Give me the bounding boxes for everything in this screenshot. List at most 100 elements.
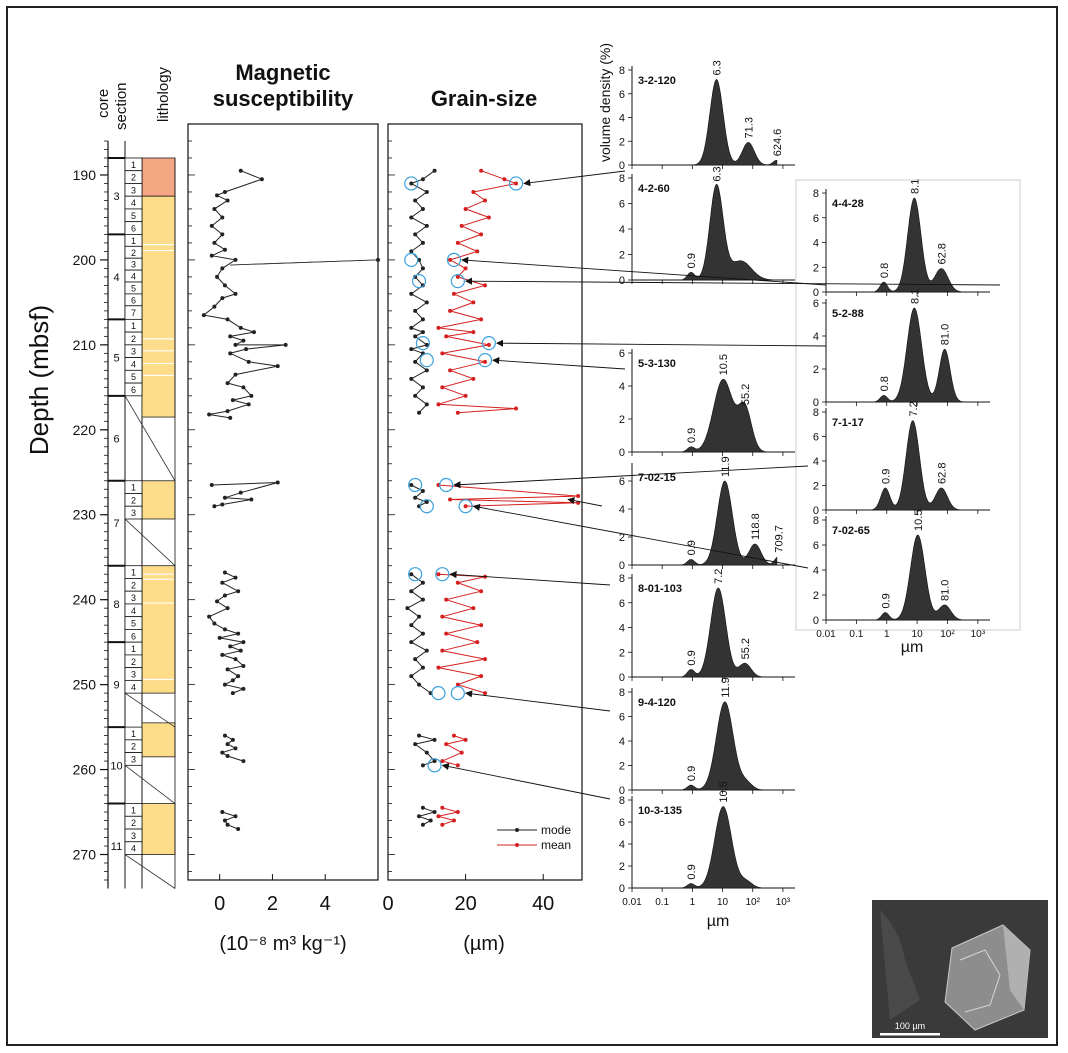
- dist-left-0-peak-label: 6.3: [711, 60, 723, 75]
- depth-tick-label: 190: [73, 167, 97, 183]
- dist-left-5-y-tick-label: 6: [619, 712, 625, 724]
- core-label: 3: [113, 191, 119, 203]
- gs-mean-point: [448, 497, 452, 501]
- dist-left-3-y-tick-label: 0: [619, 560, 625, 572]
- dist-right-1-panel: 02460.88.181.05-2-88: [813, 289, 990, 409]
- dist-right-2-distribution-area: [866, 421, 972, 510]
- gs-mean-point: [456, 411, 460, 415]
- gs-mode-point: [413, 232, 417, 236]
- dist-left-6-x-tick-label: 0.01: [622, 897, 642, 908]
- dist-left-6-sample-label: 10-3-135: [638, 805, 682, 817]
- section-label: 4: [131, 359, 136, 369]
- dist-left-0-y-tick-label: 8: [619, 65, 625, 77]
- gs-mode-point: [417, 734, 421, 738]
- gs-mode-point: [425, 368, 429, 372]
- ms-points-point: [244, 347, 248, 351]
- ms-points-point: [247, 360, 251, 364]
- dist-right-1-peak-label: 0.8: [879, 376, 891, 391]
- dist-right-2-y-tick-label: 8: [813, 407, 819, 419]
- dist-left-0-peak-label: 71.3: [743, 117, 755, 138]
- no-recovery-line: [125, 765, 175, 803]
- dist-left-0-peak-label: 624.6: [772, 129, 784, 157]
- gs-mean-point: [479, 169, 483, 173]
- gs-mean-point: [452, 292, 456, 296]
- gs-mode-point: [421, 266, 425, 270]
- depth-axis-label: Depth (mbsf): [24, 305, 54, 455]
- ms-points-point: [239, 326, 243, 330]
- gs-mode-point: [425, 402, 429, 406]
- dist-right-0-panel: 024680.88.162.84-4-28: [813, 179, 990, 299]
- dist-right-3-x-tick-label: 0.1: [849, 629, 863, 640]
- ms-unit-label: (10⁻⁸ m³ kg⁻¹): [219, 933, 346, 955]
- dist-right-3-y-tick-label: 4: [813, 565, 819, 577]
- gs-mean-point: [487, 215, 491, 219]
- ms-points-point: [220, 232, 224, 236]
- gs-mode-point: [433, 169, 437, 173]
- ms-points-point: [234, 292, 238, 296]
- connector-arrow: [443, 765, 610, 799]
- ms-points-point: [228, 334, 232, 338]
- dist-left-2-peak-label: 0.9: [686, 428, 698, 443]
- ms-points2-point: [210, 483, 214, 487]
- core-label: 5: [113, 353, 119, 365]
- dist-right-2-peak-label: 62.8: [936, 463, 948, 484]
- connector-arrow: [454, 466, 808, 485]
- gs-mode-point: [409, 215, 413, 219]
- ms-points-point: [210, 254, 214, 258]
- gs-mean-point: [440, 649, 444, 653]
- ms-points-point: [239, 169, 243, 173]
- gs-mean-point: [448, 368, 452, 372]
- ms-points4-point: [226, 742, 230, 746]
- ms-points3-point: [212, 621, 216, 625]
- dist-left-0-y-tick-label: 4: [619, 113, 625, 125]
- gs-mean-point: [436, 814, 440, 818]
- ms-x-tick-label: 4: [320, 893, 331, 915]
- ms-points-point: [228, 351, 232, 355]
- section-label: 3: [131, 347, 136, 357]
- section-label: 3: [131, 831, 136, 841]
- ms-x-tick-label: 2: [267, 893, 278, 915]
- dist-right-3-peak-label: 10.5: [913, 510, 925, 531]
- section-label: 1: [131, 568, 136, 578]
- ms-points3-point: [220, 653, 224, 657]
- gs-mode-point: [405, 606, 409, 610]
- ms-points2-point: [220, 503, 224, 507]
- dist-right-1-y-tick-label: 6: [813, 298, 819, 310]
- ms-points2-point: [249, 497, 253, 501]
- section-label: 1: [131, 483, 136, 493]
- dist-right-2-y-tick-label: 4: [813, 456, 819, 468]
- gs-mean-point: [483, 657, 487, 661]
- ms-points-point: [215, 193, 219, 197]
- micron-label-left: µm: [707, 913, 730, 930]
- section-label: 2: [131, 580, 136, 590]
- dist-right-0-y-tick-label: 8: [813, 188, 819, 200]
- connector-arrow: [524, 171, 625, 183]
- gs-mean-line: [442, 736, 465, 766]
- ms-points3-point: [223, 593, 227, 597]
- gs-mode-point: [417, 814, 421, 818]
- section-label: 3: [131, 508, 136, 518]
- gs-mean-point: [464, 207, 468, 211]
- gs-mean-point: [460, 751, 464, 755]
- dist-right-3-peak-label: 81.0: [940, 580, 952, 601]
- gs-mode-point: [425, 500, 429, 504]
- core-label: 8: [113, 599, 119, 611]
- gs-mean-point: [464, 738, 468, 742]
- gs-mean-point: [444, 334, 448, 338]
- section-label: 7: [131, 308, 136, 318]
- dist-left-3-y-tick-label: 4: [619, 504, 625, 516]
- dist-right-3-x-tick-label: 10³: [971, 629, 986, 640]
- ms-points-point: [223, 283, 227, 287]
- dist-left-2-sample-label: 5-3-130: [638, 358, 676, 370]
- legend: mode mean: [497, 823, 571, 852]
- ms-points-point: [228, 416, 232, 420]
- section-label: 2: [131, 657, 136, 667]
- section-label: 1: [131, 321, 136, 331]
- section-label: 4: [131, 682, 136, 692]
- sem-micrograph: 100 µm: [872, 900, 1048, 1038]
- ms-points3-point: [241, 664, 245, 668]
- dist-left-6-y-tick-label: 0: [619, 883, 625, 895]
- dist-left-2-panel: 02460.910.555.25-3-130: [619, 348, 795, 459]
- dist-left-4-y-tick-label: 6: [619, 598, 625, 610]
- gs-unit-label: (µm): [463, 933, 505, 955]
